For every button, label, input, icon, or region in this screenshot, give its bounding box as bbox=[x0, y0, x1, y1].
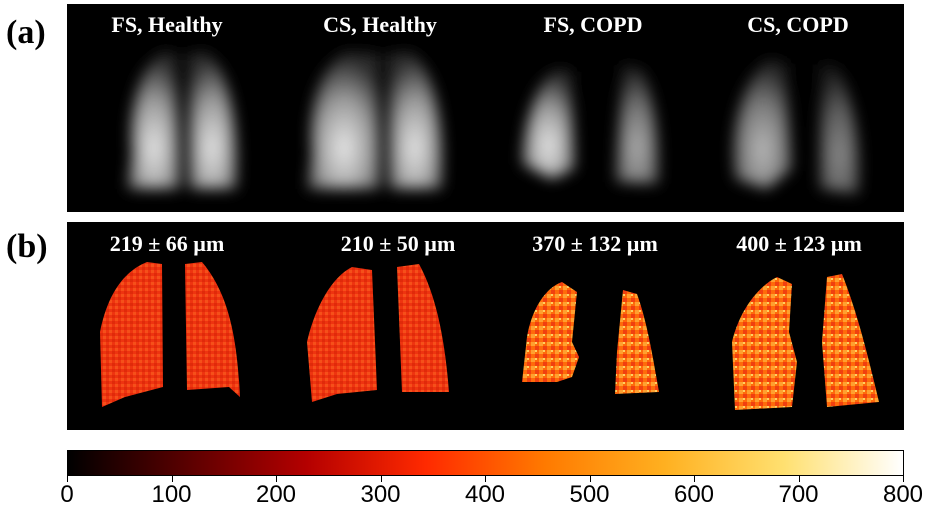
colorbar-tick bbox=[380, 476, 382, 482]
grayscale-images-strip: FS, Healthy CS, Healthy FS, COPD CS, COP… bbox=[67, 4, 904, 212]
label-fs-copd: FS, COPD bbox=[543, 12, 643, 37]
colorbar-tick-label: 300 bbox=[360, 481, 401, 508]
colorbar-tick bbox=[171, 476, 173, 482]
label-fs-copd-size: 370 ± 132 µm bbox=[532, 231, 658, 256]
color-lung-maps bbox=[100, 262, 879, 410]
colorbar-tick-label: 800 bbox=[882, 481, 924, 508]
colorbar-tick bbox=[67, 476, 68, 482]
panel-a-letter: (a) bbox=[6, 14, 46, 51]
colorbar-tick-label: 100 bbox=[151, 481, 192, 508]
colorbar-tick-label: 200 bbox=[255, 481, 297, 508]
lung-map-cs-copd bbox=[732, 274, 879, 410]
label-cs-copd: CS, COPD bbox=[747, 12, 849, 37]
panel-b-letter: (b) bbox=[6, 228, 48, 265]
colorbar-tick-label: 0 bbox=[60, 481, 74, 508]
colorbar-tick bbox=[694, 476, 695, 482]
colorbar-tick-label: 400 bbox=[464, 481, 506, 508]
colorbar-tick-label: 600 bbox=[673, 481, 715, 508]
color-maps-strip: 219 ± 66 µm 210 ± 50 µm 370 ± 132 µm 400… bbox=[67, 222, 904, 430]
label-fs-healthy: FS, Healthy bbox=[111, 12, 223, 37]
label-cs-copd-size: 400 ± 123 µm bbox=[736, 231, 862, 256]
colorbar-tick bbox=[276, 476, 277, 482]
colorbar bbox=[67, 450, 904, 476]
lung-map-fs-healthy bbox=[100, 262, 240, 407]
lung-image-fs-copd bbox=[522, 64, 659, 184]
grayscale-lung-images bbox=[127, 52, 860, 194]
label-fs-healthy-size: 219 ± 66 µm bbox=[109, 231, 225, 256]
lung-image-fs-healthy bbox=[127, 52, 238, 189]
lung-map-cs-healthy bbox=[307, 264, 449, 402]
colorbar-tick-label: 500 bbox=[569, 481, 610, 508]
lung-image-cs-healthy bbox=[307, 52, 443, 189]
colorbar-tick bbox=[589, 476, 591, 482]
label-cs-healthy: CS, Healthy bbox=[323, 12, 437, 37]
colorbar-tick bbox=[798, 476, 800, 482]
label-cs-healthy-size: 210 ± 50 µm bbox=[340, 231, 456, 256]
lung-map-fs-copd bbox=[522, 282, 659, 394]
colorbar-tick bbox=[485, 476, 486, 482]
lung-image-cs-copd bbox=[733, 59, 860, 194]
colorbar-tick-label: 700 bbox=[778, 481, 819, 508]
colorbar-tick bbox=[903, 476, 904, 482]
